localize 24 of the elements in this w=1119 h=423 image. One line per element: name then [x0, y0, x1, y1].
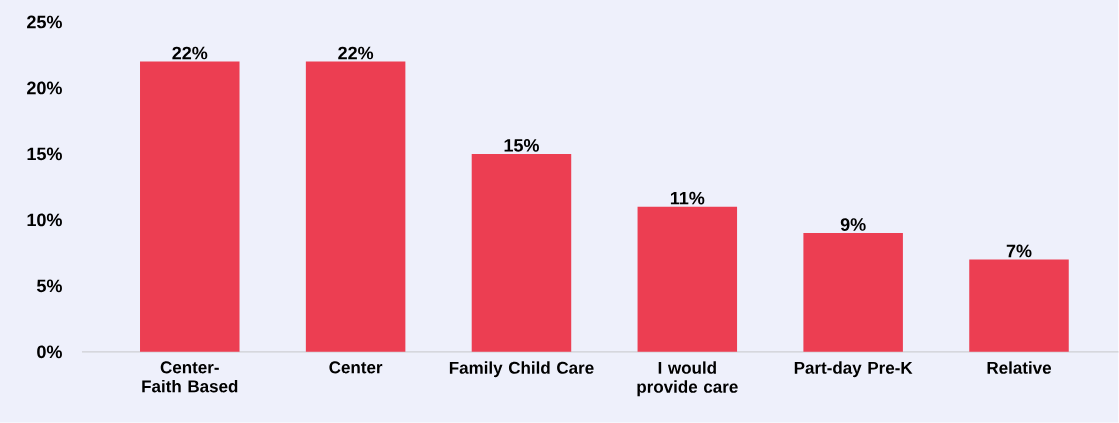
y-tick-label: 15%: [27, 147, 62, 161]
x-tick-label: Relative: [987, 361, 1051, 374]
x-tick-label: Center-Faith Based: [142, 361, 238, 393]
bar: [803, 233, 903, 352]
data-label: 15%: [504, 139, 539, 152]
data-label: 22%: [338, 46, 374, 60]
y-tick-label: 5%: [36, 279, 62, 293]
data-label: 7%: [1006, 244, 1032, 258]
y-tick-label: 25%: [27, 15, 62, 29]
bar: [637, 206, 738, 352]
y-tick-label: 0%: [37, 345, 62, 359]
y-tick-label: 20%: [27, 81, 62, 95]
x-tick-label: Part-day Pre-K: [794, 361, 913, 378]
x-tick-label: Center: [329, 361, 383, 374]
bar: [969, 259, 1069, 352]
data-label: 22%: [172, 46, 208, 60]
y-tick-label: 10%: [27, 213, 62, 227]
bar: [471, 154, 572, 352]
x-tick-label: Family Child Care: [449, 361, 594, 378]
data-label: 9%: [840, 218, 866, 231]
bar: [305, 61, 406, 352]
x-tick-label: I would provide care: [637, 361, 738, 397]
bar: [140, 61, 240, 352]
data-label: 11%: [670, 191, 705, 205]
